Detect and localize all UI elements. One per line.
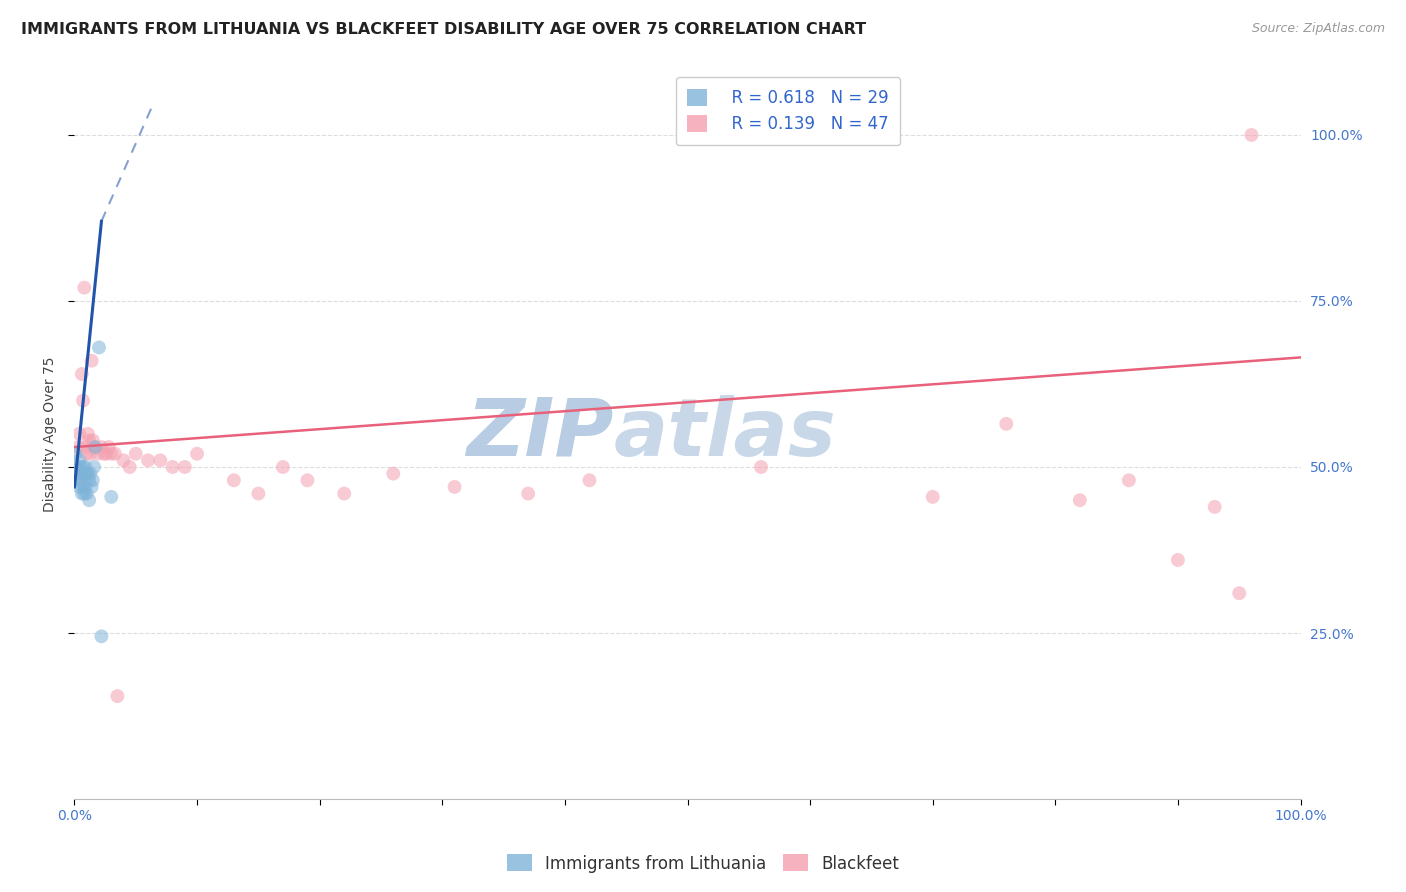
Point: [1167, 553, 1189, 567]
Point: [75, 440, 97, 454]
Point: [70, 486, 93, 500]
Point: [76, 467, 98, 481]
Point: [100, 447, 122, 461]
Point: [80, 353, 103, 368]
Point: [90, 440, 112, 454]
Point: [1204, 500, 1226, 514]
Point: [76, 486, 98, 500]
Point: [271, 460, 294, 475]
Point: [72, 480, 94, 494]
Point: [333, 486, 356, 500]
Point: [84, 440, 107, 454]
Point: [77, 493, 100, 508]
Point: [75, 480, 97, 494]
Point: [72, 393, 94, 408]
Y-axis label: Disability Age Over 75: Disability Age Over 75: [44, 356, 58, 511]
Point: [75, 460, 97, 475]
Point: [77, 426, 100, 441]
Text: IMMIGRANTS FROM LITHUANIA VS BLACKFEET DISABILITY AGE OVER 75 CORRELATION CHART: IMMIGRANTS FROM LITHUANIA VS BLACKFEET D…: [21, 22, 866, 37]
Point: [100, 490, 122, 504]
Point: [70, 467, 93, 481]
Point: [73, 486, 96, 500]
Point: [67, 453, 90, 467]
Point: [105, 689, 128, 703]
Point: [87, 341, 110, 355]
Point: [67, 467, 90, 481]
Point: [83, 460, 105, 475]
Point: [173, 460, 195, 475]
Point: [82, 434, 104, 448]
Point: [382, 467, 405, 481]
Point: [66, 460, 89, 475]
Point: [65, 447, 87, 461]
Point: [67, 440, 90, 454]
Point: [1069, 493, 1091, 508]
Point: [67, 473, 90, 487]
Point: [995, 417, 1018, 431]
Text: atlas: atlas: [614, 395, 837, 473]
Point: [125, 447, 148, 461]
Point: [82, 473, 104, 487]
Point: [73, 281, 96, 295]
Point: [578, 473, 600, 487]
Point: [69, 460, 91, 475]
Point: [67, 426, 90, 441]
Point: [297, 473, 319, 487]
Point: [112, 453, 135, 467]
Point: [77, 473, 100, 487]
Point: [443, 480, 465, 494]
Point: [80, 480, 103, 494]
Point: [93, 447, 115, 461]
Point: [79, 447, 101, 461]
Point: [186, 447, 208, 461]
Text: ZIP: ZIP: [467, 395, 614, 473]
Point: [222, 473, 245, 487]
Point: [77, 467, 100, 481]
Point: [83, 440, 105, 454]
Point: [87, 447, 110, 461]
Point: [77, 434, 100, 448]
Point: [96, 447, 118, 461]
Point: [104, 447, 127, 461]
Legend:   R = 0.618   N = 29,   R = 0.139   N = 47: R = 0.618 N = 29, R = 0.139 N = 47: [675, 77, 900, 145]
Point: [90, 629, 112, 643]
Point: [247, 486, 270, 500]
Point: [70, 367, 93, 381]
Point: [72, 460, 94, 475]
Point: [69, 473, 91, 487]
Point: [1118, 473, 1140, 487]
Point: [79, 467, 101, 481]
Point: [118, 460, 141, 475]
Point: [162, 460, 184, 475]
Text: Source: ZipAtlas.com: Source: ZipAtlas.com: [1251, 22, 1385, 36]
Point: [149, 453, 172, 467]
Point: [749, 460, 772, 475]
Point: [76, 447, 98, 461]
Point: [136, 453, 159, 467]
Point: [97, 440, 120, 454]
Legend: Immigrants from Lithuania, Blackfeet: Immigrants from Lithuania, Blackfeet: [501, 847, 905, 880]
Point: [1227, 586, 1250, 600]
Point: [73, 467, 96, 481]
Point: [517, 486, 540, 500]
Point: [67, 480, 90, 494]
Point: [921, 490, 943, 504]
Point: [1240, 128, 1263, 142]
